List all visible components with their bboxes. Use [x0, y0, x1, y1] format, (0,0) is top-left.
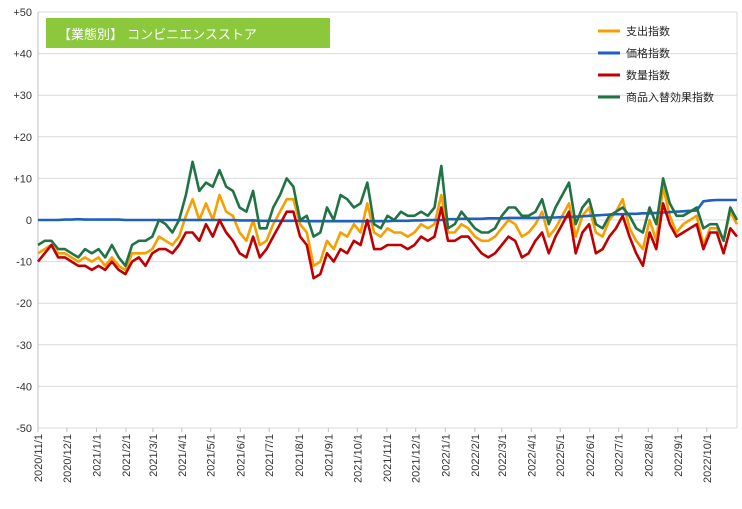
x-tick-label: 2021/4/1	[177, 434, 189, 477]
chart-title-background	[46, 18, 330, 48]
series-line	[38, 198, 737, 223]
chart-title: 【業態別】 コンビニエンスストア	[58, 27, 257, 43]
series-line	[36, 202, 739, 280]
x-tick-label: 2021/10/1	[352, 434, 364, 483]
y-tick-label: -50	[16, 423, 32, 435]
y-tick-label: +50	[13, 7, 32, 19]
x-tick-label: 2021/12/1	[411, 434, 423, 483]
legend-item: 価格指数	[598, 46, 670, 60]
x-tick-label: 2022/2/1	[470, 434, 482, 477]
x-tick-label: 2021/2/1	[121, 434, 133, 477]
series-line	[37, 160, 739, 268]
x-tick-label: 2022/4/1	[526, 434, 538, 477]
series-line	[37, 185, 739, 272]
x-tick-label: 2021/8/1	[294, 434, 306, 477]
y-tick-label: 0	[26, 215, 32, 227]
x-tick-label: 2022/5/1	[555, 434, 567, 477]
y-tick-label: -40	[16, 381, 32, 393]
y-tick-label: -30	[16, 340, 32, 352]
x-tick-label: 2021/9/1	[323, 434, 335, 477]
series-lines	[36, 160, 739, 280]
x-tick-label: 2022/10/1	[702, 434, 714, 483]
x-tick-label: 2022/9/1	[673, 434, 685, 477]
legend-item: 商品入替効果指数	[598, 90, 714, 104]
x-tick-label: 2022/7/1	[614, 434, 626, 477]
x-axis: 2020/11/1 2020/12/1 2021/1/1 2021/2/1 2021/3…	[33, 428, 714, 483]
y-tick-label: -20	[16, 298, 32, 310]
x-tick-label: 2021/6/1	[235, 434, 247, 477]
x-tick-label: 2021/5/1	[206, 434, 218, 477]
y-tick-label: +10	[13, 173, 32, 185]
x-tick-label: 2022/3/1	[497, 434, 509, 477]
x-tick-label: 2021/7/1	[264, 434, 276, 477]
x-tick-label: 2020/11/1	[33, 434, 45, 482]
x-tick-label: 2022/1/1	[440, 434, 452, 477]
legend-label: 支出指数	[626, 24, 670, 38]
x-tick-label: 2021/3/1	[148, 434, 160, 477]
y-tick-label: +30	[13, 90, 32, 102]
x-tick-label: 2021/11/1	[382, 434, 394, 482]
legend-label: 数量指数	[626, 68, 670, 82]
legend-item: 数量指数	[598, 68, 670, 82]
y-tick-label: +40	[13, 49, 32, 61]
legend-label: 商品入替効果指数	[626, 90, 714, 104]
x-tick-label: 2022/8/1	[643, 434, 655, 477]
x-tick-label: 2021/1/1	[91, 434, 103, 477]
x-tick-label: 2022/6/1	[585, 434, 597, 477]
y-tick-label: -10	[16, 257, 32, 269]
legend-label: 価格指数	[626, 46, 670, 60]
legend-item: 支出指数	[598, 24, 670, 38]
chart-title-box: 【業態別】 コンビニエンスストア	[46, 18, 330, 48]
y-axis: +50 +40 +30 +20 +10 0 -10 -20 -30 -40 -50	[13, 7, 738, 435]
x-tick-label: 2020/12/1	[62, 434, 74, 483]
y-tick-label: +20	[13, 132, 32, 144]
